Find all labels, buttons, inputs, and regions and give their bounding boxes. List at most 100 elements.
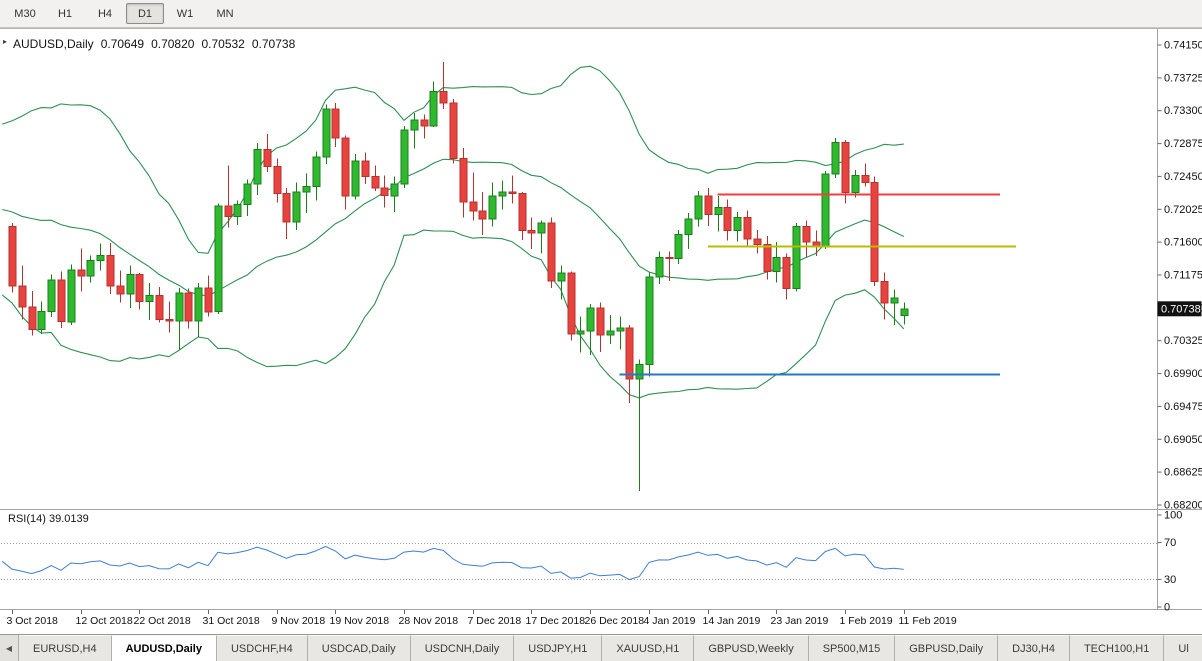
price-axis-label: 0.74150 (1164, 40, 1202, 52)
chart-low-value: 0.70532 (201, 37, 245, 51)
candle-up (37, 311, 46, 331)
candle-up (322, 108, 331, 158)
candle-up (96, 254, 105, 262)
candle-up (243, 183, 252, 205)
candle-down (439, 90, 448, 104)
chart-symbol-label: AUDUSD,Daily (13, 37, 94, 51)
candles-layer[interactable] (8, 62, 909, 492)
candle-up (635, 363, 644, 380)
timeframe-button-w1[interactable]: W1 (176, 7, 194, 20)
timeframe-button-m30[interactable]: M30 (14, 7, 36, 20)
candle-up (292, 191, 301, 223)
chart-tabs: EURUSD,H4 AUDUSD,Daily USDCHF,H4 USDCAD,Dai… (19, 635, 1202, 661)
chart-high-value: 0.70820 (151, 37, 195, 51)
chart-tab-gbpusd-daily[interactable]: GBPUSD,Daily (895, 635, 999, 661)
time-axis-label: 23 Jan 2019 (771, 615, 829, 627)
time-axis-label: 9 Nov 2018 (272, 615, 326, 627)
bollinger-lower-band (1, 229, 905, 399)
chart-tab-usdjpy-h1[interactable]: USDJPY,H1 (514, 635, 603, 661)
candle-up (655, 257, 664, 278)
candle-down (625, 327, 634, 380)
tabs-scroll-left-button[interactable]: ◀ (0, 635, 19, 661)
time-axis-label: 11 Feb 2019 (899, 615, 957, 627)
chart-tab-tech100-h1[interactable]: TECH100,H1 (1069, 635, 1165, 661)
time-axis-label: 3 Oct 2018 (7, 615, 59, 627)
candle-down (596, 307, 605, 336)
price-axis[interactable]: 0.74150 0.73725 0.73300 0.72875 0.72450 0.720… (1157, 40, 1202, 512)
chart-tab-gbpusd-weekly[interactable]: GBPUSD,Weekly (694, 635, 809, 661)
timeframe-button-h4[interactable]: H4 (97, 7, 113, 20)
price-axis-label: 0.70325 (1164, 335, 1202, 347)
candle-down (282, 192, 291, 223)
time-axis-label: 17 Dec 2018 (526, 615, 586, 627)
chart-tab-usdcnh-daily[interactable]: USDCNH,Daily (410, 635, 515, 661)
candle-up (498, 191, 507, 197)
candle-up (733, 216, 742, 231)
candle-down (263, 148, 272, 167)
one-click-trading-toggle-icon[interactable]: ▸ (3, 37, 8, 46)
candle-down (782, 257, 791, 290)
rsi-line[interactable] (1, 545, 904, 581)
chart-tabs-bar: ◀ EURUSD,H4 AUDUSD,Daily USDCHF,H4 USDCAD,D… (0, 634, 1202, 661)
candle-down (331, 108, 340, 139)
chart-window: 0.74150 0.73725 0.73300 0.72875 0.72450 0.720… (0, 28, 1202, 634)
left-arrow-icon: ◀ (5, 643, 13, 653)
chart-tab-sp500-m15[interactable]: SP500,M15 (808, 635, 896, 661)
candle-up (792, 226, 801, 289)
timeframe-button-d1[interactable]: D1 (126, 3, 164, 24)
candle-up (67, 269, 76, 323)
chart-open-value: 0.70649 (100, 37, 145, 51)
timeframe-button-mn[interactable]: MN (216, 7, 234, 20)
candle-up (684, 218, 693, 235)
current-price-value: 0.70738 (1161, 303, 1201, 315)
candle-up (351, 160, 360, 197)
chart-tab-usdchf-h4[interactable]: USDCHF,H4 (216, 635, 308, 661)
candle-up (772, 257, 781, 273)
rsi-axis-label: 0 (1164, 602, 1170, 614)
price-axis-label: 0.72025 (1164, 204, 1202, 216)
candle-down (704, 195, 713, 215)
price-axis-label: 0.69475 (1164, 401, 1202, 413)
chart-tab-dj30-h4[interactable]: DJ30,H4 (998, 635, 1070, 661)
candle-down (508, 191, 517, 194)
candle-down (28, 306, 37, 331)
chart-tab-ul[interactable]: Ul (1164, 635, 1202, 661)
price-axis-label: 0.71175 (1164, 270, 1202, 282)
candle-down (802, 226, 811, 243)
candle-up (175, 292, 184, 322)
candle-down (165, 319, 174, 322)
timeframe-button-h1[interactable]: H1 (57, 7, 73, 20)
candle-up (145, 295, 154, 303)
price-axis-label: 0.68625 (1164, 467, 1202, 479)
candle-down (341, 137, 350, 197)
candle-up (645, 276, 654, 365)
candle-up (616, 327, 625, 332)
candle-down (224, 205, 233, 218)
candle-up (674, 233, 683, 259)
chart-tab-eurusd-h4[interactable]: EURUSD,H4 (19, 635, 112, 661)
chart-close-value: 0.70738 (251, 37, 296, 51)
chart-canvas[interactable]: 0.74150 0.73725 0.73300 0.72875 0.72450 0.720… (0, 29, 1202, 635)
time-axis[interactable]: 3 Oct 2018 12 Oct 2018 22 Oct 2018 31 Oct 2… (7, 610, 957, 627)
chart-tab-audusd-daily[interactable]: AUDUSD,Daily (111, 635, 217, 661)
candle-down (469, 201, 478, 212)
chart-tab-xauusd-h1[interactable]: XAUUSD,H1 (602, 635, 695, 661)
rsi-indicator-label: RSI(14) 39.0139 (8, 513, 89, 525)
candle-up (194, 287, 203, 322)
candle-up (586, 307, 595, 332)
candle-up (233, 203, 242, 218)
time-axis-label: 14 Jan 2019 (703, 615, 761, 627)
price-axis-label: 0.72875 (1164, 138, 1202, 150)
candle-up (47, 279, 56, 313)
chart-tab-usdcad-daily[interactable]: USDCAD,Daily (307, 635, 411, 661)
candle-up (694, 195, 703, 220)
candle-up (400, 129, 409, 185)
candle-down (361, 160, 370, 177)
candle-up (488, 195, 497, 220)
candle-down (478, 210, 487, 220)
candle-down (459, 158, 468, 203)
candle-down (204, 287, 213, 313)
time-axis-label: 31 Oct 2018 (203, 615, 260, 627)
candle-up (312, 156, 321, 188)
